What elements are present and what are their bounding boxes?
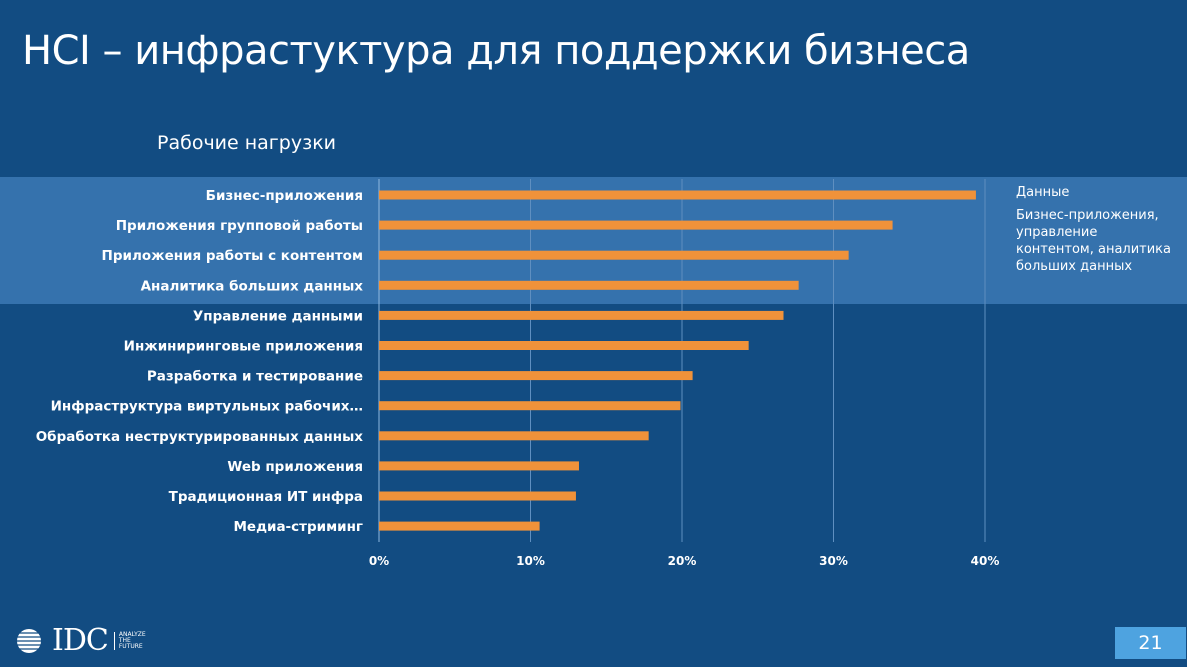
category-label: Управление данными: [193, 308, 363, 324]
bar: [379, 280, 799, 290]
globe-icon: [12, 628, 46, 653]
idc-logo: IDC ANALYZE THE FUTURE: [12, 623, 149, 658]
category-label: Разработка и тестирование: [147, 369, 363, 385]
x-tick-label: 40%: [971, 554, 1000, 568]
category-label: Web приложения: [227, 459, 363, 475]
category-label: Бизнес-приложения: [206, 188, 363, 204]
category-label: Приложения работы с контентом: [102, 248, 363, 264]
bar: [379, 310, 784, 320]
bar: [379, 220, 893, 230]
bar: [379, 341, 749, 350]
category-label: Инжиниринговые приложения: [124, 339, 363, 355]
x-tick-label: 10%: [516, 554, 545, 568]
bar: [379, 521, 540, 531]
annotation-body: Бизнес-приложения, управление контентом,…: [1016, 208, 1172, 274]
bar: [379, 491, 576, 501]
x-tick-label: 30%: [819, 554, 848, 568]
bar: [379, 250, 849, 260]
chart-title: Рабочие нагрузки: [157, 132, 337, 154]
bar: [379, 431, 649, 441]
x-tick-label: 20%: [668, 554, 697, 568]
logo-text: IDC: [52, 623, 109, 658]
bar: [379, 401, 681, 411]
category-label: Медиа-стриминг: [234, 519, 364, 535]
logo-tagline: ANALYZE THE FUTURE: [113, 631, 149, 650]
bar: [379, 190, 976, 200]
category-label: Инфраструктура виртульных рабочих…: [51, 399, 363, 415]
page-number: 21: [1115, 627, 1186, 659]
x-tick-label: 0%: [369, 554, 389, 568]
annotation-heading: Данные: [1016, 185, 1070, 200]
category-label: Традиционная ИТ инфра: [169, 489, 363, 505]
category-label: Обработка неструктурированных данных: [36, 429, 364, 445]
annotation: Данные Бизнес-приложения, управление кон…: [1016, 184, 1176, 275]
page-title: HCI – инфрастуктура для поддержки бизнес…: [22, 28, 970, 74]
category-label: Аналитика больших данных: [141, 278, 364, 294]
category-label: Приложения групповой работы: [116, 218, 363, 234]
bar: [379, 461, 579, 471]
bar: [379, 371, 693, 381]
